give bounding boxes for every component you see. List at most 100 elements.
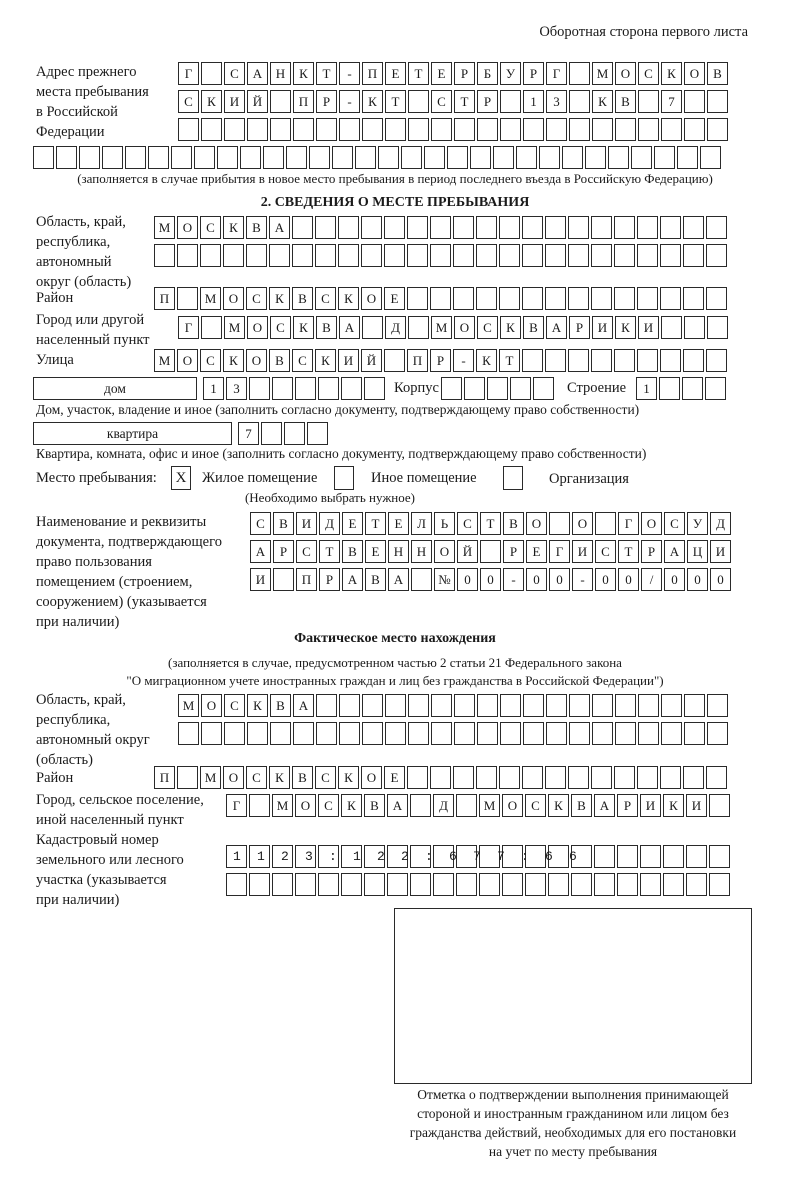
char-cell[interactable]: Л xyxy=(411,512,432,535)
char-cell[interactable] xyxy=(686,873,707,896)
char-cell[interactable]: О xyxy=(177,349,198,372)
char-cell[interactable]: 1 xyxy=(523,90,544,113)
char-cell[interactable]: - xyxy=(339,90,360,113)
char-cell[interactable] xyxy=(56,146,77,169)
char-cell[interactable] xyxy=(224,118,245,141)
char-cell[interactable]: О xyxy=(201,694,222,717)
char-cell[interactable]: 0 xyxy=(618,568,639,591)
char-cell[interactable]: Т xyxy=(365,512,386,535)
apartment-type-field[interactable]: квартира xyxy=(33,422,232,445)
char-cell[interactable]: О xyxy=(641,512,662,535)
char-cell[interactable] xyxy=(223,244,244,267)
char-cell[interactable] xyxy=(249,845,270,868)
char-cell[interactable]: О xyxy=(684,62,705,85)
char-cell[interactable]: С xyxy=(296,540,317,563)
char-cell[interactable]: - xyxy=(503,568,524,591)
char-cell[interactable] xyxy=(249,873,270,896)
char-cell[interactable] xyxy=(706,287,727,310)
char-cell[interactable] xyxy=(332,146,353,169)
char-cell[interactable]: А xyxy=(546,316,567,339)
char-cell[interactable] xyxy=(595,512,616,535)
char-cell[interactable]: 1 xyxy=(636,377,657,400)
char-cell[interactable]: А xyxy=(293,694,314,717)
char-cell[interactable] xyxy=(201,722,222,745)
char-cell[interactable] xyxy=(364,377,385,400)
char-cell[interactable] xyxy=(272,845,293,868)
char-cell[interactable] xyxy=(500,118,521,141)
char-cell[interactable] xyxy=(568,766,589,789)
char-cell[interactable] xyxy=(569,722,590,745)
char-cell[interactable] xyxy=(410,873,431,896)
char-cell[interactable] xyxy=(663,873,684,896)
char-cell[interactable] xyxy=(361,216,382,239)
char-cell[interactable]: И xyxy=(686,794,707,817)
char-cell[interactable] xyxy=(385,722,406,745)
char-cell[interactable]: Г xyxy=(618,512,639,535)
char-cell[interactable] xyxy=(430,244,451,267)
char-cell[interactable] xyxy=(539,146,560,169)
char-cell[interactable] xyxy=(224,722,245,745)
char-cell[interactable] xyxy=(407,287,428,310)
char-cell[interactable] xyxy=(615,722,636,745)
char-cell[interactable] xyxy=(226,845,247,868)
char-cell[interactable] xyxy=(569,118,590,141)
char-cell[interactable] xyxy=(523,118,544,141)
char-cell[interactable] xyxy=(479,873,500,896)
char-cell[interactable] xyxy=(430,216,451,239)
char-cell[interactable] xyxy=(477,694,498,717)
char-cell[interactable]: Т xyxy=(316,62,337,85)
char-cell[interactable] xyxy=(683,244,704,267)
char-cell[interactable] xyxy=(316,694,337,717)
char-cell[interactable] xyxy=(614,349,635,372)
char-cell[interactable]: С xyxy=(250,512,271,535)
char-cell[interactable]: Г xyxy=(178,62,199,85)
char-cell[interactable] xyxy=(707,118,728,141)
char-cell[interactable]: Е xyxy=(388,512,409,535)
char-cell[interactable]: 0 xyxy=(457,568,478,591)
char-cell[interactable] xyxy=(545,287,566,310)
char-cell[interactable] xyxy=(638,90,659,113)
char-cell[interactable] xyxy=(362,316,383,339)
char-cell[interactable]: Р xyxy=(641,540,662,563)
char-cell[interactable] xyxy=(591,244,612,267)
char-cell[interactable]: С xyxy=(178,90,199,113)
char-cell[interactable] xyxy=(273,568,294,591)
char-cell[interactable] xyxy=(456,873,477,896)
char-cell[interactable]: Р xyxy=(316,90,337,113)
char-cell[interactable]: Д xyxy=(433,794,454,817)
char-cell[interactable]: К xyxy=(548,794,569,817)
char-cell[interactable]: Г xyxy=(178,316,199,339)
char-cell[interactable]: О xyxy=(434,540,455,563)
char-cell[interactable]: В xyxy=(707,62,728,85)
char-cell[interactable] xyxy=(385,694,406,717)
char-cell[interactable] xyxy=(270,118,291,141)
char-cell[interactable] xyxy=(364,845,385,868)
char-cell[interactable]: Е xyxy=(385,62,406,85)
char-cell[interactable] xyxy=(522,216,543,239)
char-cell[interactable] xyxy=(499,766,520,789)
char-cell[interactable] xyxy=(500,90,521,113)
char-cell[interactable]: 0 xyxy=(480,568,501,591)
char-cell[interactable]: П xyxy=(362,62,383,85)
char-cell[interactable] xyxy=(384,244,405,267)
char-cell[interactable] xyxy=(364,873,385,896)
char-cell[interactable]: Р xyxy=(569,316,590,339)
char-cell[interactable] xyxy=(33,146,54,169)
char-cell[interactable] xyxy=(684,118,705,141)
residential-checkbox[interactable]: X xyxy=(171,466,191,490)
char-cell[interactable] xyxy=(638,694,659,717)
char-cell[interactable] xyxy=(637,349,658,372)
char-cell[interactable] xyxy=(477,118,498,141)
char-cell[interactable] xyxy=(522,244,543,267)
char-cell[interactable] xyxy=(338,244,359,267)
char-cell[interactable]: К xyxy=(663,794,684,817)
char-cell[interactable]: М xyxy=(592,62,613,85)
char-cell[interactable] xyxy=(631,146,652,169)
char-cell[interactable] xyxy=(523,694,544,717)
char-cell[interactable]: У xyxy=(687,512,708,535)
char-cell[interactable] xyxy=(707,316,728,339)
char-cell[interactable] xyxy=(295,845,316,868)
char-cell[interactable] xyxy=(315,216,336,239)
char-cell[interactable]: Р xyxy=(319,568,340,591)
char-cell[interactable] xyxy=(549,512,570,535)
